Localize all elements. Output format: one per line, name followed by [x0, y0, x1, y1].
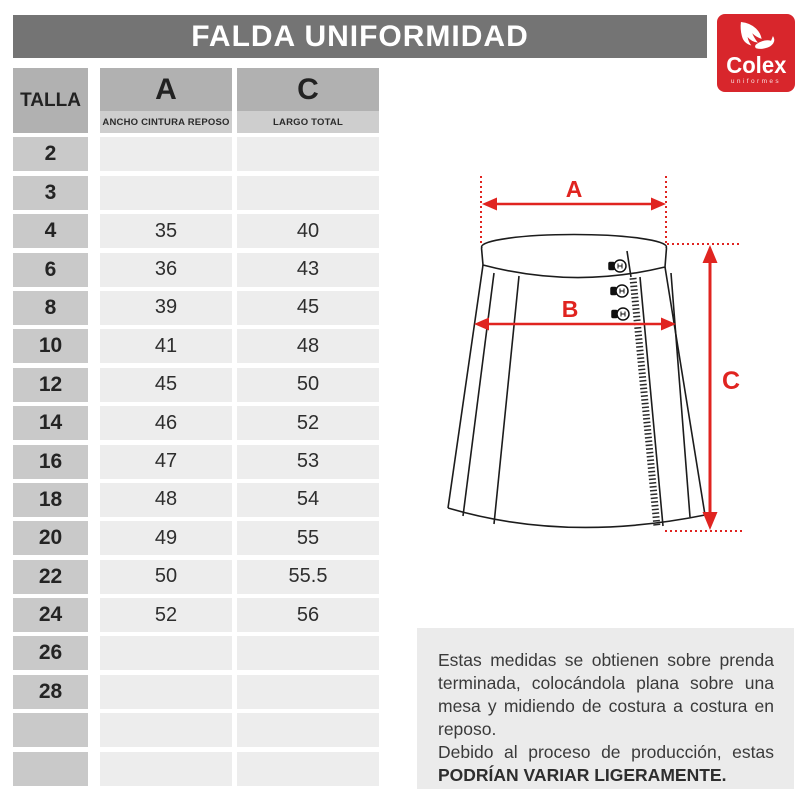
button-icon: [608, 259, 627, 273]
dimension-b-arrow: B: [474, 296, 676, 331]
skirt-diagram: A B C: [447, 176, 743, 532]
measure-c-letter: C: [237, 68, 379, 111]
value-cell-a: 46: [100, 406, 232, 441]
size-row-label: 14: [13, 406, 88, 441]
value-cell-a: 35: [100, 214, 232, 249]
value-cell-c: [237, 137, 379, 172]
measure-a-sublabel: ANCHO CINTURA REPOSO: [100, 111, 232, 133]
logo-tagline-text: uniformes: [730, 78, 782, 85]
size-row-label: [13, 713, 88, 748]
value-cell-a: 49: [100, 521, 232, 556]
value-cell-c: [237, 674, 379, 709]
value-cell-c: [237, 713, 379, 748]
wrap-inner-line: [639, 276, 664, 527]
value-cell-c: 52: [237, 406, 379, 441]
value-cell-a: [100, 636, 232, 671]
size-row-label: 3: [13, 175, 88, 210]
buttons: [608, 259, 630, 321]
value-cell-c: [237, 175, 379, 210]
value-cell-c: 48: [237, 329, 379, 364]
note-emphasis: PODRÍAN VARIAR LIGERAMENTE.: [438, 764, 727, 785]
value-cell-a: [100, 175, 232, 210]
colex-logo: Colex uniformes: [717, 14, 795, 92]
value-cell-a: 36: [100, 252, 232, 287]
bird-icon: [740, 21, 775, 49]
dimension-a-arrow: A: [482, 176, 666, 211]
size-row-label: 22: [13, 559, 88, 594]
hem: [447, 507, 706, 529]
pleat-line: [670, 272, 691, 518]
size-row-label: 16: [13, 444, 88, 479]
value-cell-c: 45: [237, 290, 379, 325]
size-column-header: TALLA: [13, 68, 88, 133]
logo-brand-text: Colex: [725, 52, 787, 78]
size-row-label: 8: [13, 290, 88, 325]
measurement-note: Estas medidas se obtienen sobre prenda t…: [417, 628, 794, 789]
value-cell-c: [237, 751, 379, 786]
size-row-label: 26: [13, 636, 88, 671]
size-row-label: 18: [13, 482, 88, 517]
note-paragraph-1: Estas medidas se obtienen sobre prenda t…: [438, 650, 774, 739]
dimension-a-label: A: [566, 176, 583, 202]
value-cell-a: [100, 713, 232, 748]
measure-a-letter: A: [100, 68, 232, 111]
left-outer-edge: [447, 264, 484, 509]
button-icon: [611, 307, 630, 321]
size-row-label: 10: [13, 329, 88, 364]
measure-c-sublabel: LARGO TOTAL: [237, 111, 379, 133]
size-row-label: 4: [13, 214, 88, 249]
size-row-label: 24: [13, 598, 88, 633]
value-cell-a: 50: [100, 559, 232, 594]
value-cell-a: [100, 137, 232, 172]
dimension-c-arrow: C: [702, 245, 740, 530]
size-row-label: [13, 751, 88, 786]
value-cell-c: 40: [237, 214, 379, 249]
value-cell-a: [100, 751, 232, 786]
value-cell-a: 48: [100, 482, 232, 517]
dimension-c-label: C: [722, 367, 740, 395]
note-paragraph-2: Debido al proceso de producción, estas: [438, 741, 774, 762]
size-row-label: 12: [13, 367, 88, 402]
size-row-label: 28: [13, 674, 88, 709]
size-row-label: 2: [13, 137, 88, 172]
measure-a-column: A ANCHO CINTURA REPOSO 35 36 39 41 45 46 47 48 4…: [100, 68, 232, 786]
value-cell-a: [100, 674, 232, 709]
dimension-b-label: B: [562, 296, 579, 322]
measure-c-header: C LARGO TOTAL: [237, 68, 379, 133]
measure-c-column: C LARGO TOTAL 40 43 45 48 50 52 53 54 55 55.5 56: [237, 68, 379, 786]
size-column: TALLA 2 3 4 6 8 10 12 14 16 18 20 22 24 26 28: [13, 68, 88, 786]
pleat-line: [462, 272, 495, 517]
size-row-label: 20: [13, 521, 88, 556]
value-cell-c: 56: [237, 598, 379, 633]
measure-a-header: A ANCHO CINTURA REPOSO: [100, 68, 232, 133]
value-cell-a: 45: [100, 367, 232, 402]
serrated-wrap-edge: [629, 277, 661, 528]
value-cell-c: 54: [237, 482, 379, 517]
value-cell-c: [237, 636, 379, 671]
value-cell-a: 41: [100, 329, 232, 364]
value-cell-c: 55: [237, 521, 379, 556]
skirt-outline: [447, 233, 706, 529]
value-cell-a: 47: [100, 444, 232, 479]
value-cell-c: 50: [237, 367, 379, 402]
value-cell-c: 53: [237, 444, 379, 479]
value-cell-c: 55.5: [237, 559, 379, 594]
page-title: FALDA UNIFORMIDAD: [13, 15, 707, 58]
value-cell-c: 43: [237, 252, 379, 287]
pleat-line: [493, 275, 520, 525]
right-outer-edge: [664, 266, 706, 516]
wrap-edge-waist: [626, 250, 632, 278]
waistband: [480, 247, 668, 279]
guide-dotted-lines: [480, 176, 743, 532]
value-cell-a: 39: [100, 290, 232, 325]
size-row-label: 6: [13, 252, 88, 287]
button-icon: [610, 284, 629, 298]
value-cell-a: 52: [100, 598, 232, 633]
